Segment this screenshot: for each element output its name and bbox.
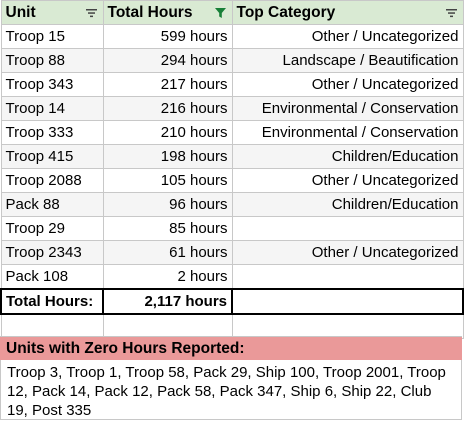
category-cell[interactable]: [231, 216, 464, 241]
filter-icon[interactable]: [85, 8, 97, 18]
unit-cell[interactable]: Troop 2088: [0, 168, 104, 193]
hours-cell[interactable]: 85 hours: [102, 216, 233, 241]
unit-cell[interactable]: Troop 343: [0, 72, 104, 97]
category-cell[interactable]: Children/Education: [231, 192, 464, 217]
table-row: Troop 343 217 hours Other / Uncategorize…: [0, 72, 464, 97]
zero-hours-list[interactable]: Troop 3, Troop 1, Troop 58, Pack 29, Shi…: [0, 360, 462, 420]
category-cell[interactable]: Landscape / Beautification: [231, 48, 464, 73]
total-row: Total Hours: 2,117 hours: [0, 288, 464, 315]
unit-cell[interactable]: Troop 333: [0, 120, 104, 145]
header-row: Unit Total Hours Top Category: [0, 0, 464, 25]
empty-row: [0, 313, 464, 339]
total-value[interactable]: 2,117 hours: [102, 288, 233, 315]
table-row: Troop 15 599 hours Other / Uncategorized: [0, 24, 464, 49]
hours-cell[interactable]: 216 hours: [102, 96, 233, 121]
category-cell[interactable]: Other / Uncategorized: [231, 240, 464, 265]
filter-icon[interactable]: [445, 8, 457, 18]
unit-cell[interactable]: Troop 14: [0, 96, 104, 121]
unit-cell[interactable]: Troop 29: [0, 216, 104, 241]
active-filter-icon[interactable]: [214, 8, 226, 18]
hours-cell[interactable]: 198 hours: [102, 144, 233, 169]
total-empty-cell[interactable]: [231, 288, 464, 315]
hours-table: Unit Total Hours Top Category: [0, 0, 464, 339]
hours-cell[interactable]: 599 hours: [102, 24, 233, 49]
hours-cell[interactable]: 217 hours: [102, 72, 233, 97]
header-total-hours[interactable]: Total Hours: [102, 0, 233, 25]
hours-cell[interactable]: 105 hours: [102, 168, 233, 193]
total-label[interactable]: Total Hours:: [0, 288, 104, 315]
table-row: Pack 88 96 hours Children/Education: [0, 192, 464, 217]
category-cell[interactable]: Other / Uncategorized: [231, 72, 464, 97]
table-row: Troop 333 210 hours Environmental / Cons…: [0, 120, 464, 145]
hours-cell[interactable]: 294 hours: [102, 48, 233, 73]
empty-cell[interactable]: [102, 313, 233, 339]
header-category-label: Top Category: [236, 4, 336, 21]
header-unit[interactable]: Unit: [0, 0, 104, 25]
table-row: Troop 415 198 hours Children/Education: [0, 144, 464, 169]
hours-cell[interactable]: 61 hours: [102, 240, 233, 265]
table-row: Pack 108 2 hours: [0, 264, 464, 290]
empty-cell[interactable]: [0, 313, 104, 339]
table-row: Troop 14 216 hours Environmental / Conse…: [0, 96, 464, 121]
category-cell[interactable]: Other / Uncategorized: [231, 168, 464, 193]
unit-cell[interactable]: Pack 88: [0, 192, 104, 217]
unit-cell[interactable]: Troop 15: [0, 24, 104, 49]
unit-cell[interactable]: Troop 2343: [0, 240, 104, 265]
category-cell[interactable]: Children/Education: [231, 144, 464, 169]
table-row: Troop 2343 61 hours Other / Uncategorize…: [0, 240, 464, 265]
header-top-category[interactable]: Top Category: [231, 0, 464, 25]
header-hours-label: Total Hours: [107, 4, 193, 21]
table-row: Troop 29 85 hours: [0, 216, 464, 241]
category-cell[interactable]: Environmental / Conservation: [231, 120, 464, 145]
category-cell[interactable]: Other / Uncategorized: [231, 24, 464, 49]
unit-cell[interactable]: Pack 108: [0, 264, 104, 290]
hours-cell[interactable]: 210 hours: [102, 120, 233, 145]
zero-hours-title[interactable]: Units with Zero Hours Reported:: [0, 336, 462, 360]
empty-cell[interactable]: [231, 313, 464, 339]
table-row: Troop 88 294 hours Landscape / Beautific…: [0, 48, 464, 73]
hours-cell[interactable]: 96 hours: [102, 192, 233, 217]
unit-cell[interactable]: Troop 415: [0, 144, 104, 169]
unit-cell[interactable]: Troop 88: [0, 48, 104, 73]
category-cell[interactable]: [231, 264, 464, 290]
header-unit-label: Unit: [5, 4, 36, 21]
table-row: Troop 2088 105 hours Other / Uncategoriz…: [0, 168, 464, 193]
hours-cell[interactable]: 2 hours: [102, 264, 233, 290]
category-cell[interactable]: Environmental / Conservation: [231, 96, 464, 121]
